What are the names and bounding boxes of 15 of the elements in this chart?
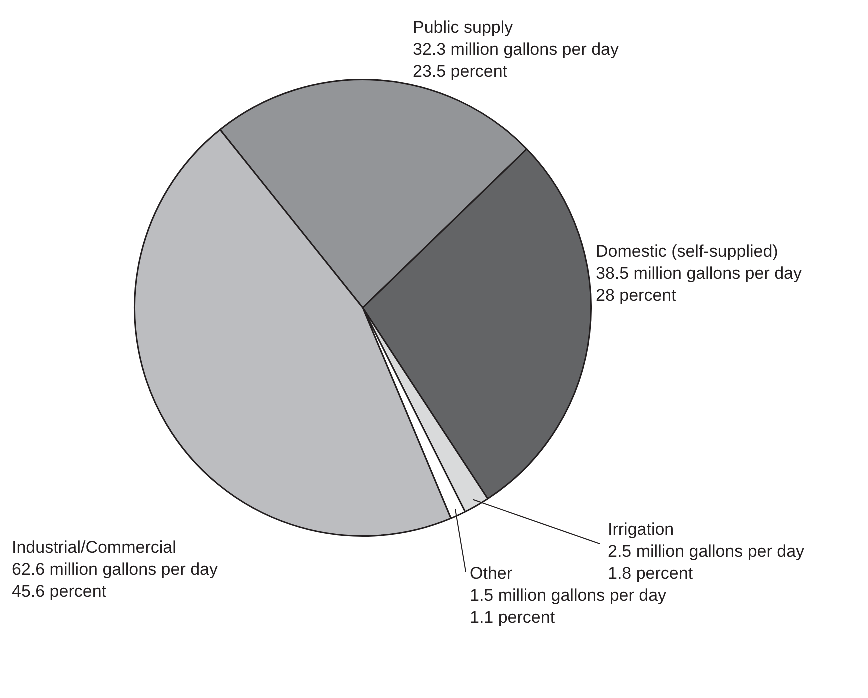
text: 28 percent xyxy=(596,286,676,306)
text: 1.8 percent xyxy=(608,564,694,584)
data-label: 2.5 million gallons per day xyxy=(608,542,806,562)
slice-label: Irrigation xyxy=(608,520,674,540)
text: 1.1 percent xyxy=(470,608,556,628)
slice-label: Industrial/Commercial xyxy=(12,538,176,558)
slice-label: Other xyxy=(470,564,513,584)
data-label: 38.5 million gallons per day xyxy=(596,264,803,284)
text: 45.6 percent xyxy=(12,582,107,602)
text: 23.5 percent xyxy=(413,62,508,82)
slice-label: Domestic (self-supplied) xyxy=(596,242,778,262)
data-label: 1.5 million gallons per day xyxy=(470,586,668,606)
data-label: 32.3 million gallons per day xyxy=(413,40,620,60)
data-label: 62.6 million gallons per day xyxy=(12,560,219,580)
slice-label: Public supply xyxy=(413,18,514,38)
